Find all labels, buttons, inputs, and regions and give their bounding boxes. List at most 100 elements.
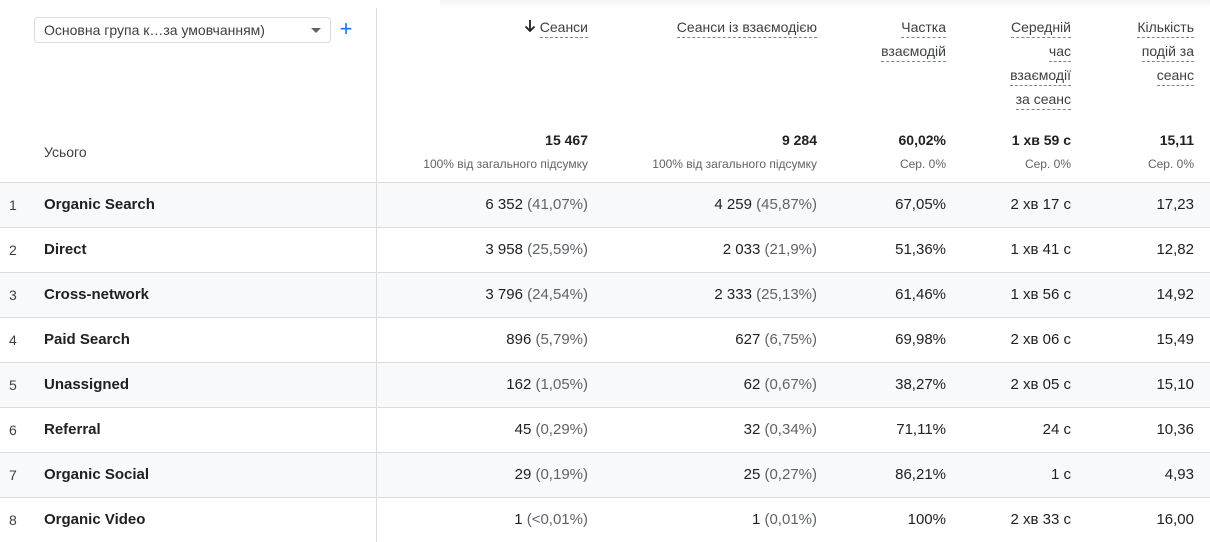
total-engagement-rate-sub: Сер. 0% xyxy=(899,157,946,171)
channel-name[interactable]: Direct xyxy=(44,241,87,258)
sessions-cell: 896 (5,79%) xyxy=(506,331,588,348)
events-per-session-cell: 10,36 xyxy=(1156,421,1194,438)
column-header-label: за сеанс xyxy=(1015,89,1071,110)
column-header-avg-engagement-time[interactable]: Середній час взаємодії за сеанс xyxy=(1010,16,1071,112)
channel-name[interactable]: Organic Search xyxy=(44,196,155,213)
engaged-sessions-percent: (0,01%) xyxy=(764,511,817,528)
row-index: 4 xyxy=(9,332,17,348)
channel-name[interactable]: Organic Video xyxy=(44,511,146,528)
avg-engagement-time-cell: 1 хв 41 с xyxy=(1010,241,1072,258)
sessions-value: 1 xyxy=(514,511,523,528)
column-header-label: взаємодії xyxy=(1010,65,1071,86)
events-per-session-cell: 4,93 xyxy=(1164,466,1194,483)
sessions-value: 3 796 xyxy=(485,286,523,303)
table-row: 7 Organic Social 29 (0,19%) 25 (0,27%) 8… xyxy=(0,453,1210,498)
total-engaged-sessions-sub: 100% від загального підсумку xyxy=(652,157,817,171)
engaged-sessions-percent: (0,34%) xyxy=(764,421,817,438)
sessions-cell: 29 (0,19%) xyxy=(515,466,588,483)
row-index: 3 xyxy=(9,287,17,303)
row-index: 8 xyxy=(9,512,17,528)
column-header-events-per-session[interactable]: Кількість подій за сеанс xyxy=(1137,16,1194,88)
sessions-percent: (24,54%) xyxy=(527,286,588,303)
chevron-down-icon xyxy=(311,27,321,33)
channel-name[interactable]: Cross-network xyxy=(44,286,150,303)
avg-engagement-time-cell: 1 с xyxy=(1050,466,1071,483)
engagement-rate-cell: 51,36% xyxy=(895,241,946,258)
sessions-percent: (0,29%) xyxy=(535,421,588,438)
row-index: 1 xyxy=(9,197,17,213)
sessions-percent: (<0,01%) xyxy=(526,511,588,528)
engaged-sessions-value: 25 xyxy=(743,466,761,483)
row-index: 5 xyxy=(9,377,17,393)
engagement-rate-cell: 61,46% xyxy=(895,286,946,303)
engaged-sessions-cell: 2 033 (21,9%) xyxy=(723,241,817,258)
table-row: 2 Direct 3 958 (25,59%) 2 033 (21,9%) 51… xyxy=(0,228,1210,273)
events-per-session-cell: 15,49 xyxy=(1156,331,1194,348)
channel-name[interactable]: Unassigned xyxy=(44,376,130,393)
engaged-sessions-percent: (25,13%) xyxy=(756,286,817,303)
channel-name[interactable]: Organic Social xyxy=(44,466,150,483)
table-row: 5 Unassigned 162 (1,05%) 62 (0,67%) 38,2… xyxy=(0,363,1210,408)
engaged-sessions-cell: 4 259 (45,87%) xyxy=(714,196,817,213)
total-events-per-session: 15,11 xyxy=(1159,132,1194,148)
column-header-engaged-sessions[interactable]: Сеанси із взаємодією xyxy=(676,16,817,40)
table-row: 6 Referral 45 (0,29%) 32 (0,34%) 71,11% … xyxy=(0,408,1210,453)
engaged-sessions-cell: 1 (0,01%) xyxy=(752,511,817,528)
dimension-select[interactable]: Основна група к…за умовчанням) xyxy=(34,17,331,43)
engaged-sessions-percent: (6,75%) xyxy=(764,331,817,348)
column-header-sessions[interactable]: Сеанси xyxy=(524,16,588,40)
avg-engagement-time-cell: 2 хв 05 с xyxy=(1010,376,1072,393)
column-header-label: Сеанси із взаємодією xyxy=(676,17,817,38)
avg-engagement-time-cell: 2 хв 33 с xyxy=(1010,511,1072,528)
engaged-sessions-value: 32 xyxy=(743,421,761,438)
sessions-value: 6 352 xyxy=(485,196,523,213)
avg-engagement-time-cell: 24 с xyxy=(1042,421,1071,438)
total-events-per-session-sub: Сер. 0% xyxy=(1147,157,1194,171)
table-row: 1 Organic Search 6 352 (41,07%) 4 259 (4… xyxy=(0,183,1210,228)
engagement-rate-cell: 86,21% xyxy=(895,466,946,483)
engaged-sessions-percent: (0,27%) xyxy=(764,466,817,483)
engaged-sessions-value: 2 033 xyxy=(722,241,761,258)
row-index: 6 xyxy=(9,422,17,438)
avg-engagement-time-cell: 2 хв 06 с xyxy=(1010,331,1072,348)
engagement-rate-cell: 69,98% xyxy=(895,331,946,348)
sessions-percent: (0,19%) xyxy=(535,466,588,483)
total-engagement-rate: 60,02% xyxy=(898,132,946,148)
total-sessions-sub: 100% від загального підсумку xyxy=(423,157,588,171)
events-per-session-cell: 16,00 xyxy=(1156,511,1194,528)
totals-label: Усього xyxy=(44,144,87,160)
table-row: 3 Cross-network 3 796 (24,54%) 2 333 (25… xyxy=(0,273,1210,318)
column-header-engagement-rate[interactable]: Частка взаємодій xyxy=(881,16,946,64)
engaged-sessions-cell: 62 (0,67%) xyxy=(744,376,817,393)
table-row: 4 Paid Search 896 (5,79%) 627 (6,75%) 69… xyxy=(0,318,1210,363)
column-header-label: подій за xyxy=(1141,41,1194,62)
total-avg-engagement-time-sub: Сер. 0% xyxy=(1024,157,1071,171)
avg-engagement-time-cell: 2 хв 17 с xyxy=(1010,196,1072,213)
engaged-sessions-cell: 32 (0,34%) xyxy=(744,421,817,438)
sessions-value: 896 xyxy=(506,331,532,348)
add-dimension-button[interactable]: + xyxy=(339,16,353,41)
sessions-value: 45 xyxy=(514,421,532,438)
dimension-column-divider xyxy=(376,8,377,542)
engaged-sessions-percent: (45,87%) xyxy=(756,196,817,213)
channel-name[interactable]: Referral xyxy=(44,421,101,438)
column-header-label: взаємодій xyxy=(881,41,946,62)
sessions-value: 162 xyxy=(506,376,532,393)
total-engaged-sessions: 9 284 xyxy=(781,132,817,148)
engagement-rate-cell: 67,05% xyxy=(895,196,946,213)
engagement-rate-cell: 71,11% xyxy=(896,421,946,438)
sessions-cell: 6 352 (41,07%) xyxy=(485,196,588,213)
row-index: 2 xyxy=(9,242,17,258)
channel-name[interactable]: Paid Search xyxy=(44,331,130,348)
table-header: Основна група к…за умовчанням) + Усього … xyxy=(0,0,1210,183)
engagement-rate-cell: 38,27% xyxy=(895,376,946,393)
engaged-sessions-percent: (0,67%) xyxy=(764,376,817,393)
sessions-cell: 3 958 (25,59%) xyxy=(485,241,588,258)
table-row: 8 Organic Video 1 (<0,01%) 1 (0,01%) 100… xyxy=(0,498,1210,542)
column-header-label: Частка xyxy=(901,17,946,38)
events-per-session-cell: 12,82 xyxy=(1156,241,1194,258)
column-header-label: Середній xyxy=(1011,17,1071,38)
arrow-down-icon xyxy=(524,20,535,33)
avg-engagement-time-cell: 1 хв 56 с xyxy=(1010,286,1072,303)
